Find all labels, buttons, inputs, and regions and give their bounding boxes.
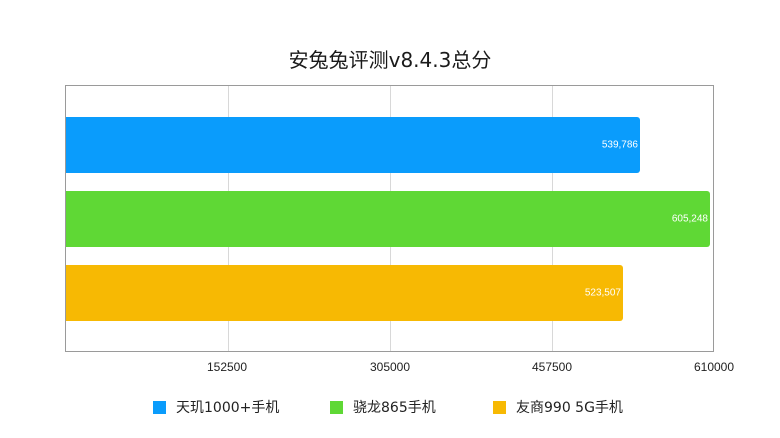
x-tick-label: 305000 [369, 360, 411, 374]
bar-value-label: 523,507 [584, 287, 621, 299]
legend: 天玑1000+手机 骁龙865手机 友商990 5G手机 [0, 397, 780, 417]
legend-item-competitor[interactable]: 友商990 5G手机 [493, 397, 623, 417]
legend-swatch-icon [153, 400, 166, 414]
legend-item-dimensity[interactable]: 天玑1000+手机 [153, 397, 279, 417]
chart-title: 安兔兔评测v8.4.3总分 [288, 48, 492, 72]
x-tick-label: 152500 [206, 360, 248, 374]
bar-dimensity-1000plus: 539,786 [66, 117, 640, 173]
legend-item-snapdragon[interactable]: 骁龙865手机 [330, 397, 436, 417]
legend-label: 骁龙865手机 [353, 400, 436, 416]
x-tick-label: 457500 [531, 360, 573, 374]
bar-value-label: 539,786 [601, 139, 638, 151]
x-tick-label: 610000 [693, 360, 735, 374]
legend-label: 天玑1000+手机 [176, 400, 280, 416]
bar-competitor-990-5g: 523,507 [66, 265, 623, 321]
bar-snapdragon-865: 605,248 [66, 191, 710, 247]
legend-label: 友商990 5G手机 [516, 400, 623, 416]
legend-swatch-icon [330, 400, 343, 414]
legend-swatch-icon [493, 400, 506, 414]
plot-area: 539,786 605,248 523,507 [65, 85, 714, 352]
bar-value-label: 605,248 [671, 213, 708, 225]
